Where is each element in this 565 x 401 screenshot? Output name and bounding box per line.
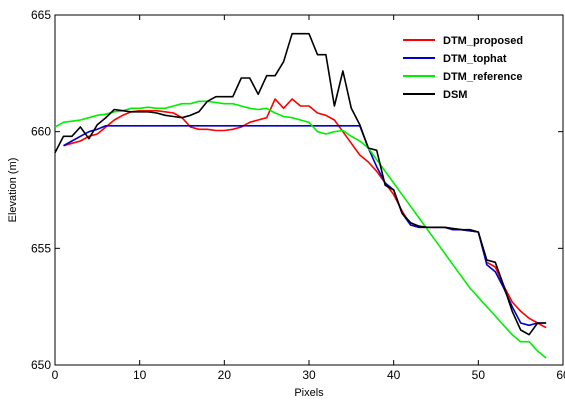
x-tick-label: 60: [556, 368, 565, 382]
plot-area: [54, 14, 564, 366]
x-tick-label: 0: [52, 368, 59, 382]
y-axis-label: Elevation (m): [7, 158, 19, 223]
y-tick-label: 660: [31, 125, 51, 139]
tick-layer: 0 10 20 30 40 50 60 650 655 660 665: [31, 8, 565, 382]
legend: DTM_proposed DTM_tophat DTM_reference DSM: [403, 35, 523, 101]
x-tick-label: 40: [387, 368, 401, 382]
x-tick-label: 10: [133, 368, 147, 382]
legend-entry-label: DTM_tophat: [443, 53, 507, 65]
legend-entry-label: DSM: [443, 89, 467, 101]
series-line-dtm-reference: [54, 100, 547, 359]
legend-entry-label: DTM_reference: [443, 71, 522, 83]
x-axis-label: Pixels: [294, 387, 324, 399]
y-tick-label: 665: [31, 8, 51, 22]
y-tick-label: 655: [31, 241, 51, 255]
legend-entry-label: DTM_proposed: [443, 35, 523, 47]
x-tick-label: 20: [218, 368, 232, 382]
y-tick-label: 650: [31, 358, 51, 372]
series-layer: [54, 32, 547, 359]
series-line-dsm: [54, 32, 547, 336]
x-tick-label: 50: [472, 368, 486, 382]
x-tick-label: 30: [302, 368, 316, 382]
